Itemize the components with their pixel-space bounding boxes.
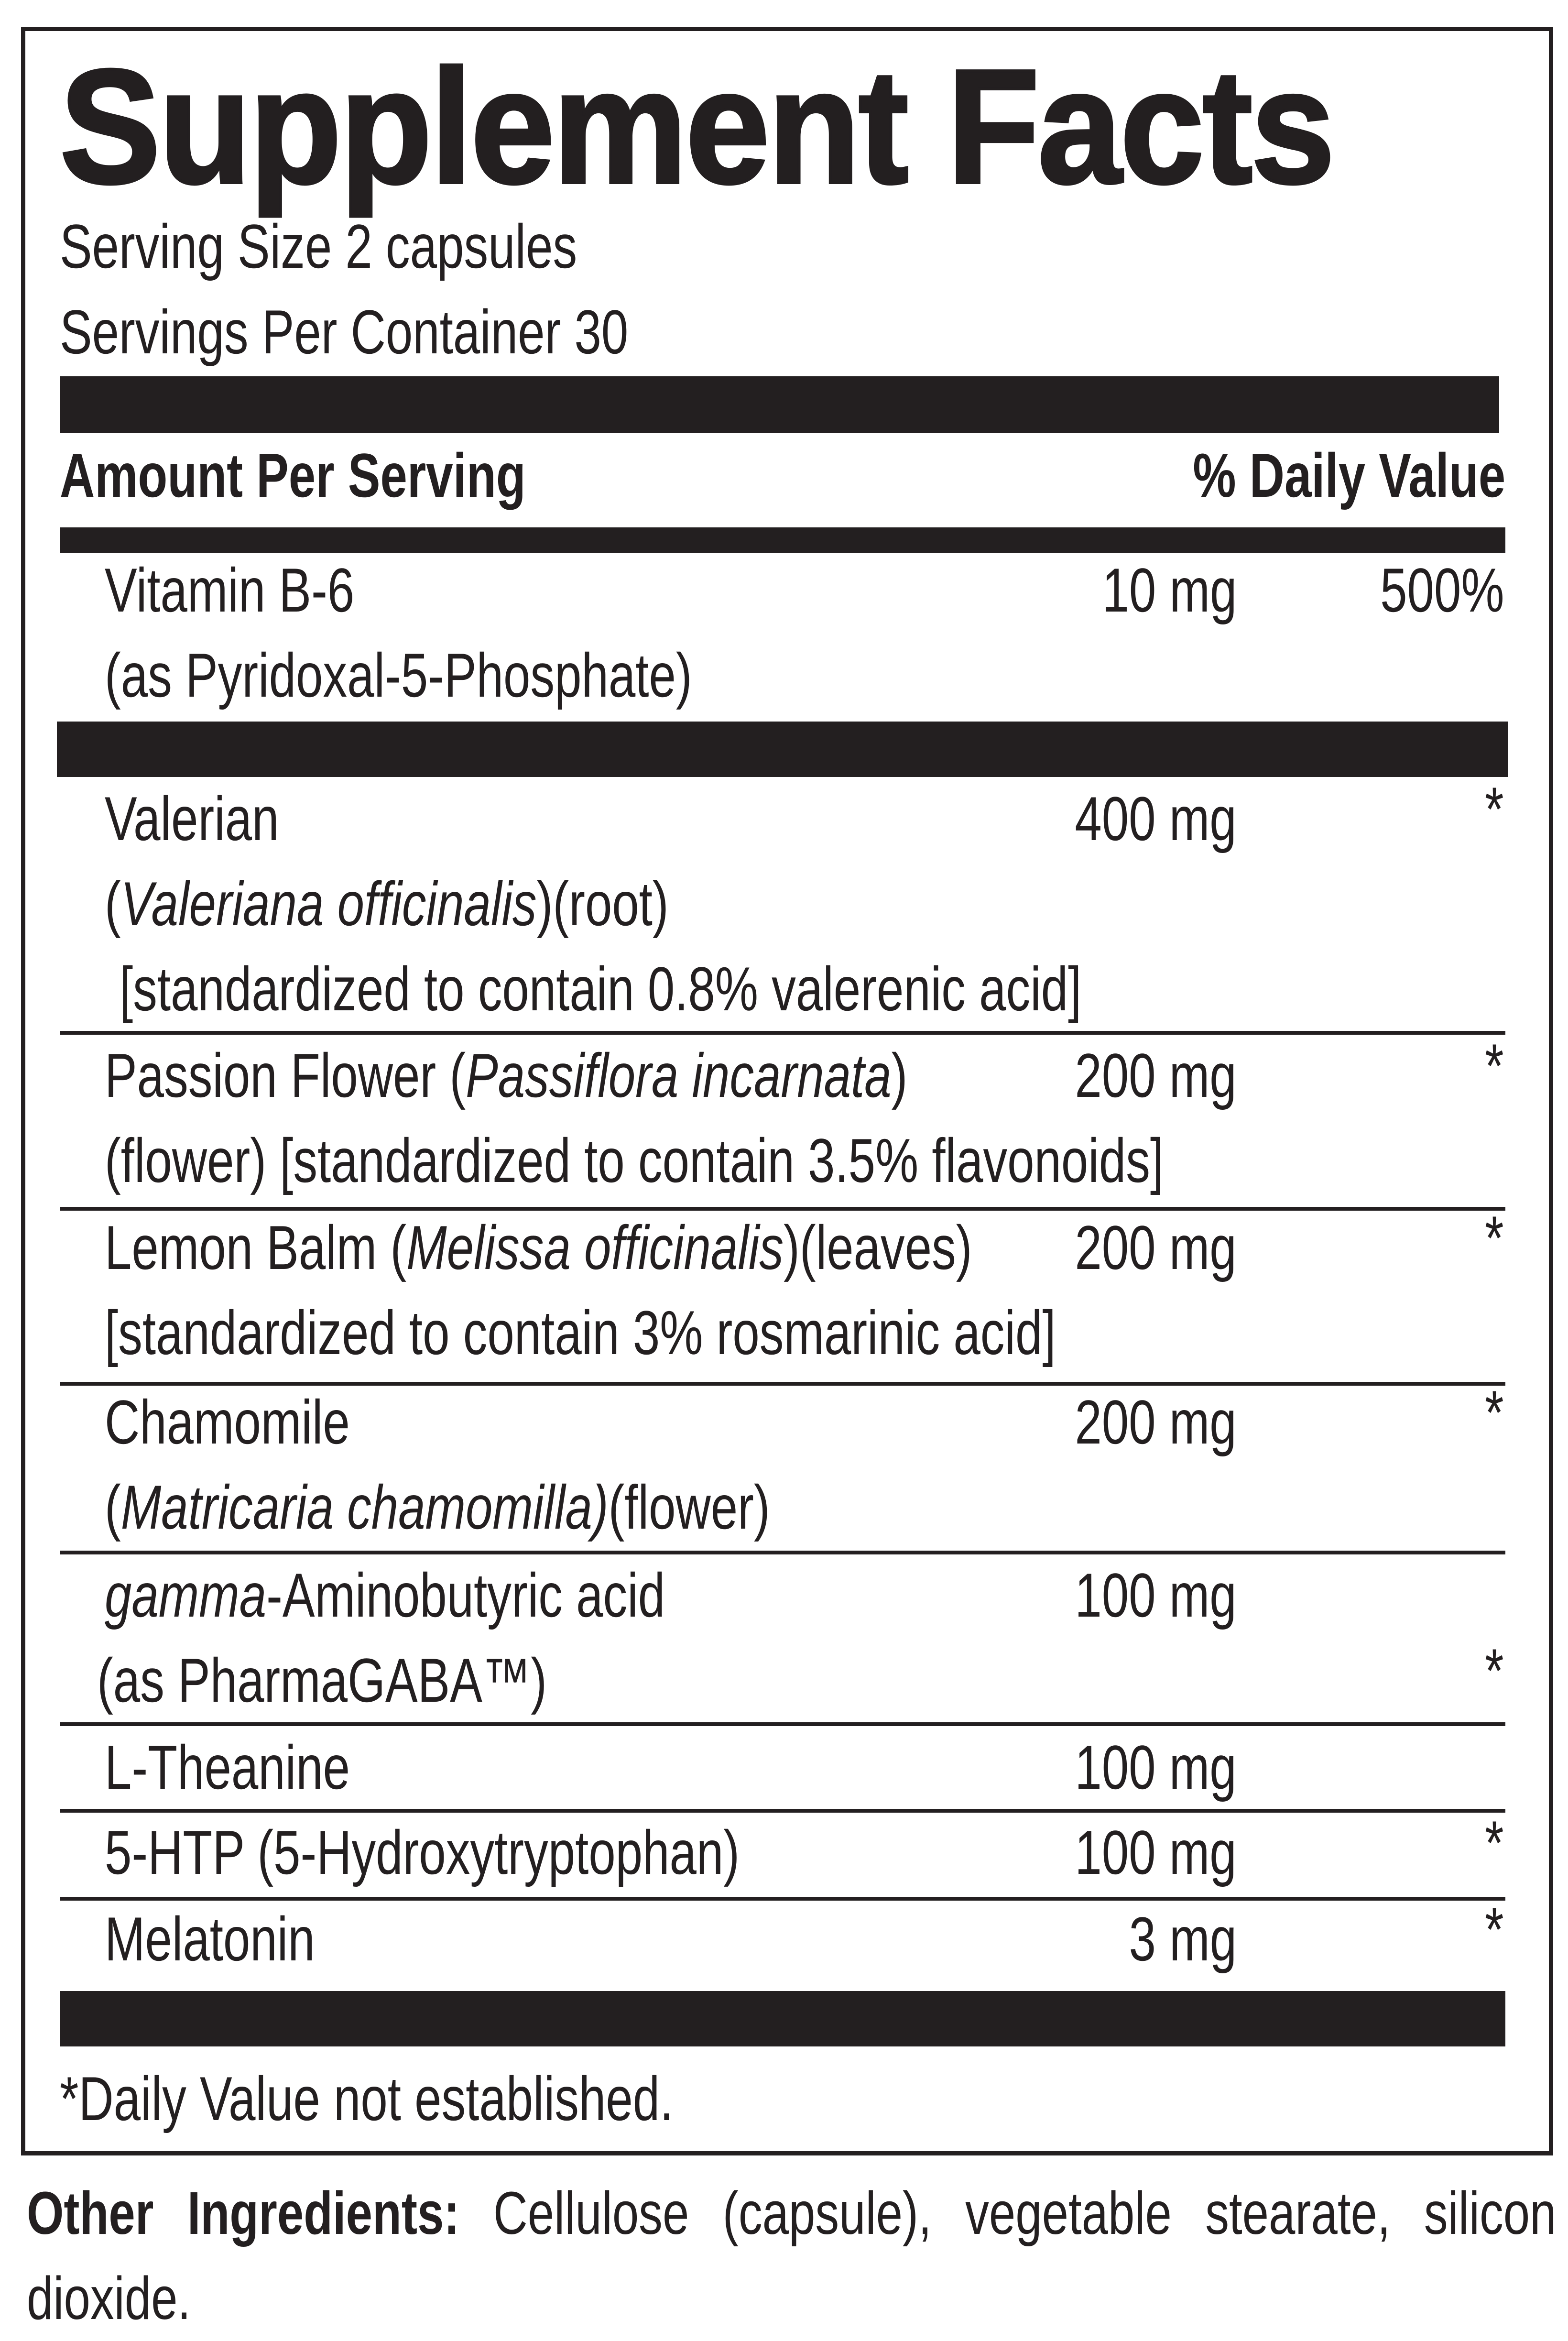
daily-value: * — [1485, 1808, 1504, 1878]
ingredient-text-segment: ) — [891, 1040, 908, 1110]
serving-size: Serving Size 2 capsules — [60, 211, 577, 281]
ingredient-text-segment: Passion Flower ( — [105, 1040, 466, 1110]
ingredient-detail: (Matricaria chamomilla)(flower) — [105, 1476, 770, 1538]
ingredient-text-segment: (as Pyridoxal-5-Phosphate) — [105, 640, 692, 710]
thin-divider — [60, 1809, 1505, 1813]
ingredient-name: Chamomile — [105, 1391, 350, 1453]
ingredient-text-segment: -Aminobutyric acid — [266, 1560, 665, 1630]
daily-value: * — [1485, 1203, 1504, 1273]
ingredient-text-segment: Melatonin — [105, 1904, 315, 1974]
ingredient-detail: (flower) [standardized to contain 3.5% f… — [105, 1129, 1164, 1192]
ingredient-text-segment: Valeriana officinalis — [120, 869, 537, 939]
ingredient-text-segment: ( — [105, 869, 121, 939]
thin-divider — [60, 1722, 1505, 1726]
ingredient-name: gamma-Aminobutyric acid — [105, 1564, 665, 1626]
ingredient-name: L-Theanine — [105, 1736, 350, 1798]
ingredient-text-segment: Lemon Balm ( — [105, 1213, 407, 1282]
medium-divider — [60, 527, 1505, 553]
daily-value: * — [1485, 1636, 1504, 1706]
other-ingredients: Other Ingredients: Cellulose (capsule), … — [27, 2171, 1557, 2341]
other-ingredients-label: Other Ingredients: — [27, 2179, 460, 2247]
ingredient-name: Passion Flower (Passiflora incarnata) — [105, 1044, 907, 1106]
amount-per-serving-header: Amount Per Serving — [60, 440, 526, 510]
thin-divider — [60, 1897, 1505, 1901]
footnote: *Daily Value not established. — [60, 2064, 674, 2133]
thick-divider — [60, 1991, 1505, 2046]
facts-panel-border — [21, 27, 1553, 2155]
ingredient-text-segment: gamma — [105, 1560, 267, 1630]
ingredient-detail: (as Pyridoxal-5-Phosphate) — [105, 644, 692, 706]
thin-divider — [60, 1207, 1505, 1211]
ingredient-text-segment: (flower) — [608, 1472, 770, 1542]
ingredient-text-segment: 5-HTP (5-Hydroxytryptophan) — [105, 1817, 740, 1887]
servings-per-container: Servings Per Container 30 — [60, 297, 629, 367]
ingredient-amount: 100 mg — [1075, 1560, 1237, 1630]
daily-value: * — [1485, 1378, 1504, 1447]
ingredient-amount: 3 mg — [1129, 1904, 1237, 1974]
ingredient-text-segment: (flower) [standardized to contain 3.5% f… — [105, 1126, 1164, 1195]
ingredient-amount: 100 mg — [1075, 1732, 1237, 1802]
daily-value: * — [1485, 1894, 1504, 1964]
ingredient-amount: 200 mg — [1075, 1213, 1237, 1282]
ingredient-text-segment: Melissa officinalis — [406, 1213, 784, 1282]
ingredient-text-segment: Passiflora incarnata — [466, 1040, 892, 1110]
thin-divider — [60, 1551, 1505, 1554]
daily-value: 500% — [1380, 555, 1504, 625]
thin-divider — [60, 1031, 1505, 1035]
ingredient-amount: 10 mg — [1102, 555, 1237, 625]
ingredient-name: Valerian — [105, 788, 279, 850]
ingredient-text-segment: [standardized to contain 0.8% valerenic … — [120, 954, 1082, 1024]
ingredient-name: 5-HTP (5-Hydroxytryptophan) — [105, 1821, 740, 1883]
thick-divider — [57, 722, 1508, 777]
other-ingredients-text: Cellulose (capsule), vegetable stearate,… — [27, 2179, 1557, 2332]
ingredient-text-segment: (as PharmaGABA™) — [97, 1645, 547, 1715]
ingredient-text-segment: Valerian — [105, 784, 279, 853]
ingredient-name: Vitamin B-6 — [105, 559, 354, 621]
ingredient-name: Lemon Balm (Melissa officinalis)(leaves) — [105, 1216, 972, 1279]
ingredient-detail: (Valeriana officinalis)(root) — [105, 873, 669, 935]
ingredient-text-segment: )(leaves) — [784, 1213, 972, 1282]
ingredient-detail: [standardized to contain 0.8% valerenic … — [120, 958, 1081, 1020]
daily-value: * — [1485, 774, 1504, 844]
ingredient-detail: (as PharmaGABA™) — [97, 1649, 547, 1711]
ingredient-text-segment: Chamomile — [105, 1387, 350, 1457]
ingredient-amount: 400 mg — [1075, 784, 1237, 853]
ingredient-amount: 200 mg — [1075, 1387, 1237, 1457]
daily-value: * — [1485, 1031, 1504, 1101]
ingredient-amount: 200 mg — [1075, 1040, 1237, 1110]
thick-divider — [60, 376, 1499, 433]
ingredient-text-segment: Matricaria chamomilla) — [120, 1472, 609, 1542]
ingredient-text-segment: Vitamin B-6 — [105, 555, 355, 625]
daily-value-header: % Daily Value — [1193, 440, 1505, 510]
ingredient-text-segment: L-Theanine — [105, 1732, 350, 1802]
ingredient-text-segment: )(root) — [536, 869, 669, 939]
ingredient-amount: 100 mg — [1075, 1817, 1237, 1887]
thin-divider — [60, 1382, 1505, 1386]
ingredient-name: Melatonin — [105, 1908, 315, 1970]
panel-title: Supplement Facts — [58, 36, 1336, 218]
ingredient-text-segment: [standardized to contain 3% rosmarinic a… — [105, 1298, 1056, 1367]
ingredient-text-segment: ( — [105, 1472, 121, 1542]
ingredient-detail: [standardized to contain 3% rosmarinic a… — [105, 1302, 1056, 1364]
